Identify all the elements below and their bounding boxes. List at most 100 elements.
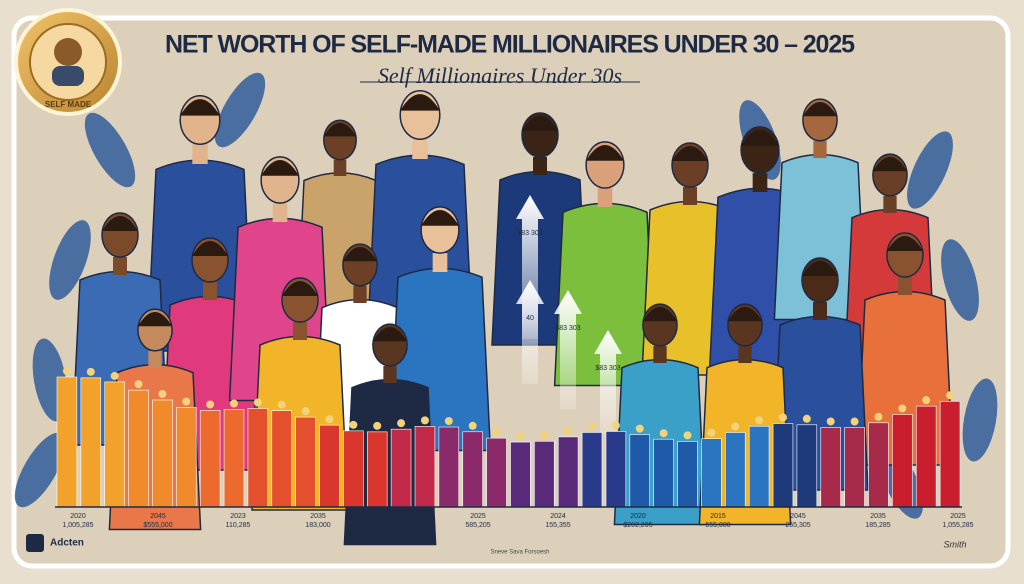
bar — [820, 427, 841, 508]
label-amount: 585,205 — [465, 522, 490, 529]
label-amount: 183,000 — [305, 522, 330, 529]
bar — [56, 376, 78, 508]
coin — [540, 431, 549, 440]
hair — [672, 146, 708, 161]
coin — [922, 396, 931, 405]
leaf — [214, 72, 266, 148]
bar — [80, 377, 102, 508]
arrow-label: $83 303 — [595, 365, 620, 372]
hair — [586, 145, 624, 161]
bar — [295, 416, 316, 508]
bar — [438, 426, 460, 508]
bar — [486, 437, 507, 508]
arrow-label: 40 — [526, 315, 534, 322]
label-amount: 1,055,285 — [942, 522, 973, 529]
label-year: 2045 — [790, 513, 806, 520]
bar — [557, 436, 579, 508]
bar — [677, 441, 698, 508]
coin — [158, 389, 167, 398]
coin — [898, 404, 907, 413]
hair — [282, 281, 318, 296]
bar — [915, 405, 937, 508]
coin — [230, 399, 239, 408]
bar — [748, 425, 770, 508]
neck — [148, 350, 162, 368]
bar — [176, 407, 197, 508]
coin — [86, 367, 95, 376]
neck — [752, 173, 768, 192]
label-amount: 183,003 — [385, 522, 410, 529]
label-amount: 555,000 — [705, 522, 730, 529]
neck — [883, 195, 897, 213]
neck — [353, 285, 367, 303]
coin — [874, 412, 883, 421]
arrows: $83 303 $83 303 $83 303 40 — [516, 195, 622, 434]
coin — [253, 398, 262, 407]
arrow — [594, 330, 622, 434]
footer-icon — [26, 534, 44, 552]
bar — [868, 422, 889, 508]
neck — [597, 188, 613, 207]
coin — [62, 367, 71, 375]
coin — [182, 397, 191, 406]
bar — [844, 427, 865, 508]
bar — [629, 434, 651, 508]
coin — [731, 422, 740, 431]
coin — [349, 420, 358, 429]
subtitle: Self Millionaires Under 30s — [378, 63, 622, 88]
bar — [223, 409, 245, 508]
bar — [199, 410, 221, 508]
bar — [414, 426, 436, 508]
neck — [738, 345, 752, 363]
hair — [180, 99, 220, 116]
bar — [772, 423, 794, 508]
bar — [581, 432, 603, 508]
neck — [813, 140, 827, 158]
footer-center: Sneve Sava Forsoesh — [490, 550, 549, 556]
bar — [271, 410, 292, 508]
coin — [397, 419, 406, 428]
neck — [412, 139, 428, 159]
bar — [462, 431, 483, 508]
neck — [813, 302, 827, 320]
hair — [642, 306, 678, 322]
neck — [898, 277, 912, 295]
leaf — [907, 131, 953, 209]
label-year: 2025 — [470, 513, 486, 520]
label-year: 2025 — [950, 513, 966, 520]
bar — [653, 438, 674, 508]
neck — [192, 144, 208, 164]
bar — [534, 441, 555, 508]
label-amount: 1,005,285 — [62, 522, 93, 529]
coin — [206, 400, 215, 409]
badge-text: SELF MADE — [45, 100, 92, 109]
label-year: 2035 — [870, 513, 886, 520]
coin — [778, 413, 787, 422]
leaf — [84, 112, 136, 188]
axis-labels: 2020 1,005,285 2045 $555,000 2023 110,285 2035… — [62, 513, 973, 529]
bar — [725, 432, 746, 508]
label-amount: $202,205 — [623, 522, 652, 529]
label-year: 2023 — [230, 513, 246, 520]
coin — [373, 421, 382, 430]
hair — [802, 261, 838, 276]
hair — [872, 156, 908, 172]
bar — [247, 408, 269, 508]
neck — [272, 203, 288, 222]
coin — [850, 417, 859, 426]
coin — [802, 414, 811, 423]
coin — [755, 416, 764, 425]
label-amount: $555,000 — [143, 522, 172, 529]
badge-suit — [52, 66, 84, 86]
hair — [372, 326, 408, 342]
coin — [683, 431, 692, 440]
leaf — [14, 432, 66, 508]
label-amount: 110,285 — [226, 522, 251, 529]
coin — [564, 426, 573, 435]
label-year: 2014 — [390, 513, 406, 520]
label-year: 2015 — [710, 513, 726, 520]
bar — [605, 431, 627, 508]
hair — [102, 216, 138, 231]
coin — [110, 371, 119, 380]
title: NET WORTH OF SELF-MADE MILLIONAIRES UNDE… — [165, 31, 855, 59]
